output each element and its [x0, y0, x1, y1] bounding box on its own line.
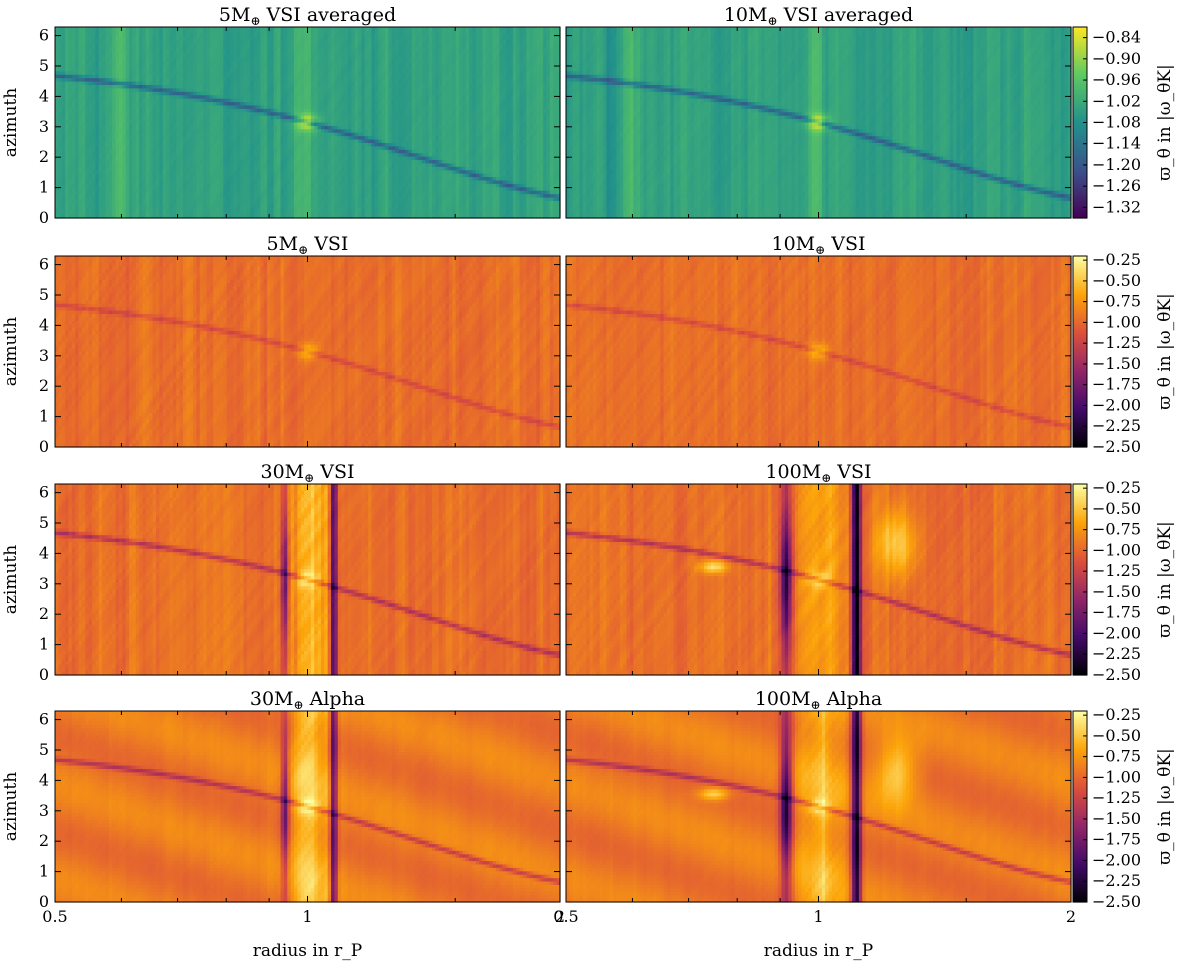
panel-1-1: 5M⊕ VSI averaged: [55, 4, 561, 219]
